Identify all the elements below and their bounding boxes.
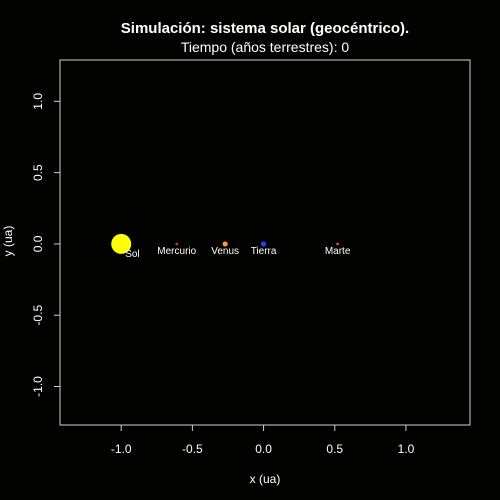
chart-title: Simulación: sistema solar (geocéntrico). (120, 20, 410, 37)
y-axis-label: y (ua) (1, 225, 15, 257)
x-tick-label: -0.5 (182, 442, 203, 456)
point-mercurio (175, 242, 179, 246)
y-tick-label: 1.0 (31, 93, 45, 110)
point-sol (111, 233, 132, 254)
point-label-mercurio: Mercurio (157, 246, 196, 257)
point-label-sol: Sol (125, 249, 139, 260)
x-tick-label: -1.0 (111, 442, 132, 456)
point-label-marte: Marte (325, 246, 351, 257)
point-venus (222, 241, 228, 247)
x-tick-label: 1.0 (398, 442, 415, 456)
x-tick-label: 0.0 (255, 442, 272, 456)
plot-frame (59, 59, 471, 426)
point-marte (336, 242, 339, 246)
x-tick-label: 0.5 (326, 442, 343, 456)
point-tierra (260, 241, 267, 247)
point-label-tierra: Tierra (251, 246, 277, 257)
chart-subtitle: Tiempo (años terrestres): 0 (180, 39, 350, 55)
point-label-venus: Venus (211, 246, 239, 257)
y-tick-label: -1.0 (31, 376, 45, 397)
y-tick-label: -0.5 (31, 305, 45, 326)
x-axis-label: x (ua) (249, 472, 281, 486)
y-tick-label: 0.0 (31, 235, 45, 252)
y-tick-label: 0.5 (31, 164, 45, 181)
